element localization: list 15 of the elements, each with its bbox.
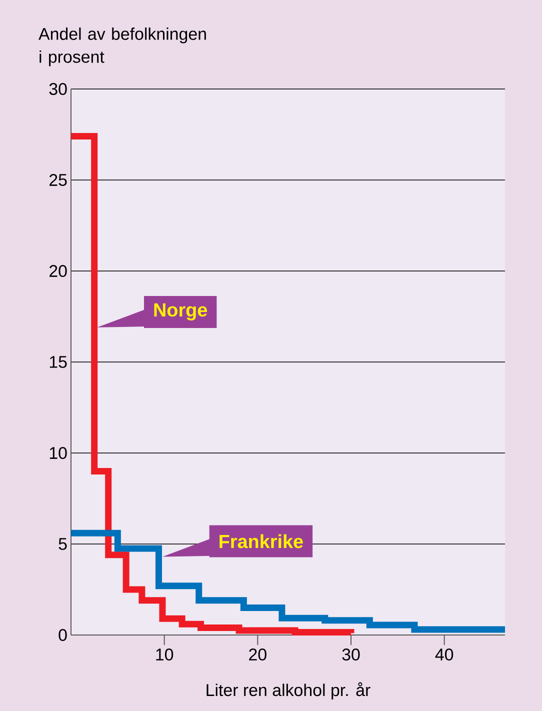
x-axis-title: Liter ren alkohol pr. år [206,682,370,700]
annotation: Norge [154,303,208,320]
x-tick-label: 10 [156,648,174,661]
y-tick-label: 25 [50,174,67,186]
x-tick-label: 30 [342,648,360,661]
y-tick-label: 15 [50,356,67,368]
y-tick-label: 10 [50,446,67,459]
y-tick-label: 30 [49,82,67,95]
y-tick-label: 5 [58,538,67,550]
x-tick-label: 40 [435,648,454,661]
annotation: Frankrike [220,534,303,548]
y-axis-title: Andel av befolkningen i prosent [38,28,206,66]
y-tick-label: 20 [50,264,67,277]
x-tick-label: 20 [249,648,266,661]
y-tick-label: 0 [58,628,67,641]
